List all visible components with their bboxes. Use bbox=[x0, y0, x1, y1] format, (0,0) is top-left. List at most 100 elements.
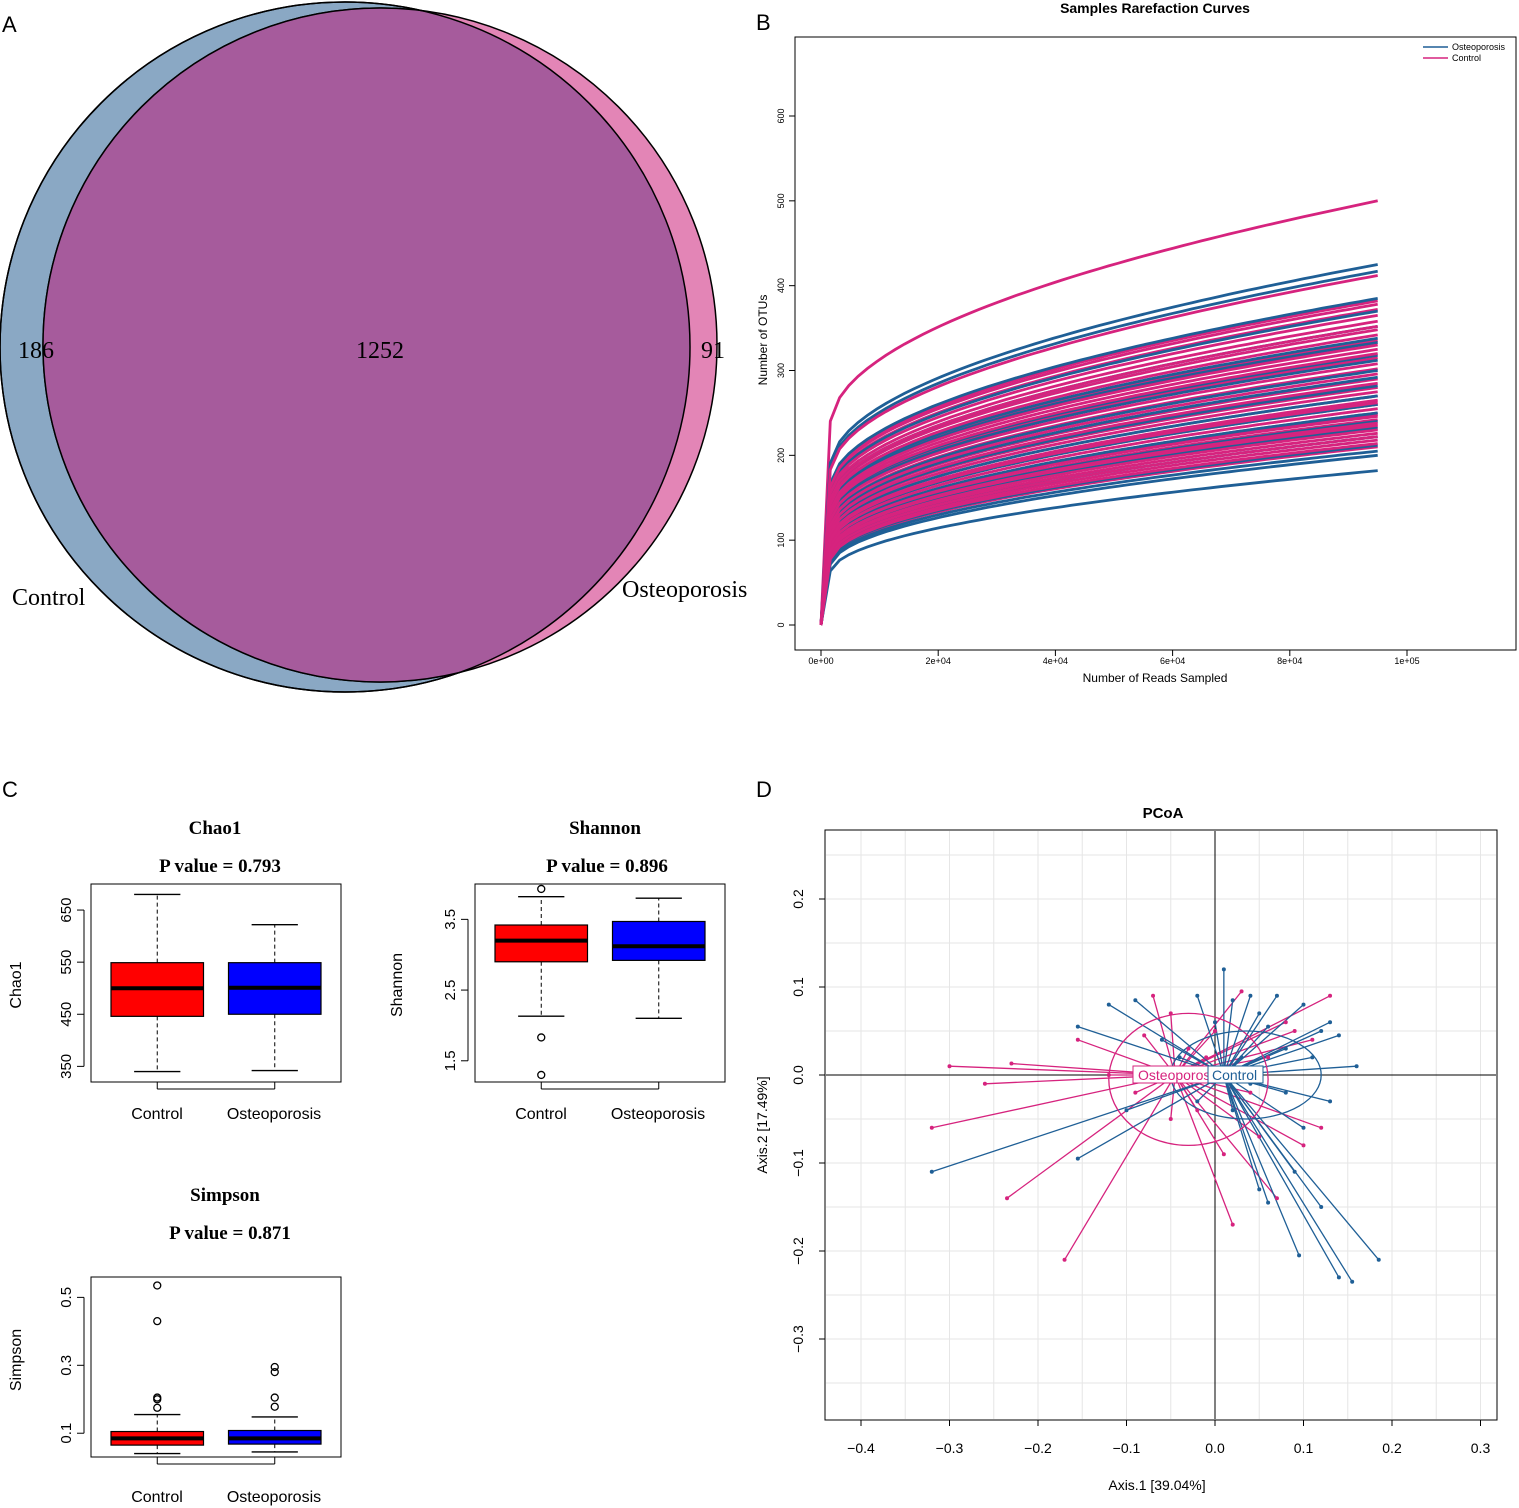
point-control bbox=[1328, 1099, 1333, 1104]
pcoa-points bbox=[929, 967, 1381, 1284]
rarefaction-curve-control bbox=[819, 372, 1378, 626]
point-control bbox=[1336, 1275, 1341, 1280]
venn-overlap-region bbox=[42, 7, 690, 683]
shannon-category-control: Control bbox=[515, 1106, 567, 1123]
rarefaction-curve-control bbox=[819, 401, 1378, 626]
y-tick-label: −0.1 bbox=[790, 1149, 806, 1177]
simpson-y-label: Simpson bbox=[8, 1329, 25, 1391]
x-tick-label: 2e+04 bbox=[926, 656, 951, 666]
spider-line-control bbox=[1108, 1004, 1225, 1076]
x-tick-label: 0e+00 bbox=[808, 656, 833, 666]
shannon-outlier bbox=[537, 1070, 546, 1080]
rarefaction-curve-control bbox=[819, 319, 1378, 626]
rarefaction-curve-control bbox=[819, 328, 1378, 626]
shannon-frame bbox=[474, 883, 726, 1083]
x-tick-label: 8e+04 bbox=[1277, 656, 1302, 666]
rarefaction-curve-osteoporosis bbox=[819, 384, 1378, 626]
chao1-y-label: Chao1 bbox=[8, 961, 25, 1008]
pcoa-grid bbox=[826, 831, 1496, 1419]
rarefaction-curve-osteoporosis bbox=[819, 263, 1378, 626]
point-control bbox=[1230, 998, 1235, 1003]
rarefaction-x-label: Number of Reads Sampled bbox=[1083, 671, 1228, 685]
point-control bbox=[1195, 1099, 1200, 1104]
spider-line-control bbox=[1223, 1074, 1300, 1256]
simpson-boxplot: Simpson P value = 0.871 Simpson Control … bbox=[8, 1185, 342, 1506]
rarefaction-y-label: Number of OTUs bbox=[756, 295, 770, 386]
point-control bbox=[1230, 1108, 1235, 1113]
rarefaction-curve-control bbox=[819, 414, 1378, 626]
spider-line-control bbox=[1223, 1000, 1234, 1076]
rarefaction-curve-osteoporosis bbox=[819, 269, 1378, 626]
chao1-pvalue: P value = 0.793 bbox=[159, 856, 281, 877]
rarefaction-y-axis: 0 100 200 300 400 500 600 bbox=[776, 108, 796, 628]
shannon-y-tick-label: 2.5 bbox=[442, 980, 459, 1001]
rarefaction-curve-osteoporosis bbox=[819, 297, 1378, 626]
venn-shared-count: 1252 bbox=[356, 338, 404, 364]
panel-label-b: B bbox=[756, 10, 771, 35]
chao1-frame bbox=[90, 883, 342, 1083]
point-osteoporosis bbox=[1257, 1134, 1262, 1139]
point-control bbox=[1274, 993, 1279, 998]
rarefaction-curve-control bbox=[819, 423, 1378, 626]
ellipse-osteoporosis bbox=[1108, 1012, 1269, 1147]
point-control bbox=[1213, 1020, 1217, 1025]
rarefaction-panel: B Samples Rarefaction Curves 0e+00 2e+04 4… bbox=[756, 0, 1517, 685]
point-osteoporosis bbox=[1009, 1061, 1014, 1066]
legend-label-osteoporosis: Osteoporosis bbox=[1452, 42, 1506, 52]
group-label-box-control bbox=[1207, 1065, 1264, 1084]
rarefaction-curve-control bbox=[819, 442, 1378, 626]
rarefaction-curve-control bbox=[819, 381, 1378, 626]
panel-label-a: A bbox=[2, 12, 17, 37]
point-control bbox=[1319, 1029, 1324, 1033]
spider-line-osteoporosis bbox=[1063, 1074, 1176, 1261]
shannon-title: Shannon bbox=[569, 818, 641, 839]
simpson-pvalue: P value = 0.871 bbox=[169, 1223, 291, 1244]
point-control bbox=[1328, 1020, 1333, 1025]
y-tick-label: −0.3 bbox=[790, 1325, 806, 1353]
spider-line-control bbox=[1223, 1074, 1296, 1173]
point-osteoporosis bbox=[1274, 1196, 1279, 1201]
y-tick-label: 600 bbox=[776, 108, 786, 123]
spider-line-control bbox=[1223, 1013, 1260, 1076]
spider-line-osteoporosis bbox=[1174, 1074, 1225, 1155]
rarefaction-curve-osteoporosis bbox=[819, 449, 1378, 626]
pcoa-y-label: Axis.2 [17.49%] bbox=[754, 1076, 770, 1173]
group-label-text-osteoporosis: Osteoporosis bbox=[1138, 1067, 1220, 1083]
point-osteoporosis bbox=[1310, 1037, 1315, 1042]
chao1-y-tick-label: 350 bbox=[58, 1054, 75, 1079]
y-tick-label: −0.2 bbox=[790, 1237, 806, 1265]
x-tick-label: 0.1 bbox=[1294, 1440, 1314, 1456]
point-control bbox=[1301, 1125, 1306, 1130]
alpha-diversity-panel: C Chao1 P value = 0.793 Chao1 Control Os… bbox=[2, 777, 726, 1506]
rarefaction-curve-control bbox=[819, 438, 1378, 626]
point-osteoporosis bbox=[1168, 1117, 1173, 1121]
rarefaction-curve-osteoporosis bbox=[819, 336, 1378, 626]
rarefaction-title: Samples Rarefaction Curves bbox=[1060, 0, 1250, 16]
point-osteoporosis bbox=[1005, 1196, 1010, 1201]
simpson-category-osteoporosis: Osteoporosis bbox=[227, 1489, 321, 1506]
shannon-outlier bbox=[537, 1033, 546, 1042]
point-osteoporosis bbox=[1301, 1143, 1306, 1148]
rarefaction-curve-control bbox=[819, 302, 1378, 626]
rarefaction-curve-osteoporosis bbox=[819, 375, 1378, 626]
point-control bbox=[1292, 1169, 1297, 1174]
rarefaction-curve-control bbox=[819, 274, 1378, 626]
simpson-y-tick-label: 0.3 bbox=[58, 1355, 75, 1376]
point-osteoporosis bbox=[1319, 1125, 1324, 1130]
x-tick-label: 0.3 bbox=[1471, 1440, 1491, 1456]
spider-line-control bbox=[1223, 1074, 1269, 1203]
point-control bbox=[1301, 1002, 1306, 1007]
rarefaction-curve-osteoporosis bbox=[819, 453, 1378, 626]
panel-label-c: C bbox=[2, 777, 18, 802]
point-osteoporosis bbox=[1168, 1011, 1173, 1016]
shannon-outlier bbox=[537, 884, 546, 894]
pcoa-title: PCoA bbox=[1143, 805, 1184, 822]
point-osteoporosis bbox=[1292, 1029, 1297, 1033]
y-tick-label: 100 bbox=[776, 533, 786, 548]
point-control bbox=[1350, 1279, 1355, 1284]
point-control bbox=[1257, 1187, 1262, 1192]
pcoa-x-axis: −0.4 −0.3 −0.2 −0.1 0.0 0.1 0.2 0.3 bbox=[847, 1420, 1490, 1456]
rarefaction-curve-control bbox=[819, 407, 1378, 626]
